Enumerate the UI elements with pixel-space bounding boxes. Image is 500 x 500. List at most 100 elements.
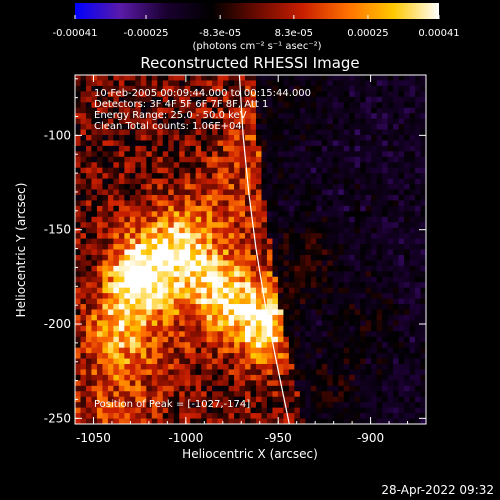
- heatmap-cell: [327, 178, 334, 185]
- heatmap-cell: [75, 85, 82, 92]
- heatmap-cell: [129, 402, 136, 409]
- heatmap-cell: [157, 200, 164, 207]
- heatmap-cell: [305, 96, 312, 103]
- heatmap-cell: [239, 298, 246, 305]
- heatmap-cell: [157, 222, 164, 229]
- heatmap-cell: [272, 249, 279, 256]
- heatmap-cell: [228, 167, 235, 174]
- heatmap-cell: [113, 331, 120, 338]
- heatmap-cell: [151, 162, 158, 169]
- heatmap-cell: [102, 211, 109, 218]
- heatmap-cell: [212, 249, 219, 256]
- heatmap-cell: [382, 402, 389, 409]
- heatmap-cell: [75, 244, 82, 251]
- heatmap-cell: [316, 320, 323, 327]
- heatmap-cell: [107, 249, 114, 256]
- heatmap-cell: [201, 129, 208, 136]
- heatmap-cell: [162, 413, 169, 420]
- heatmap-cell: [146, 271, 153, 278]
- heatmap-cell: [255, 211, 263, 218]
- heatmap-cell: [310, 178, 317, 185]
- heatmap-cell: [393, 364, 400, 371]
- heatmap-cell: [151, 173, 158, 180]
- heatmap-cell: [332, 418, 339, 424]
- heatmap-cell: [190, 364, 197, 371]
- heatmap-cell: [376, 91, 383, 98]
- heatmap-cell: [299, 222, 306, 229]
- heatmap-cell: [190, 140, 197, 147]
- heatmap-cell: [288, 173, 295, 180]
- heatmap-cell: [354, 102, 361, 109]
- heatmap-cell: [250, 364, 257, 371]
- heatmap-cell: [201, 189, 208, 196]
- heatmap-cell: [387, 85, 394, 92]
- heatmap-cell: [91, 222, 98, 229]
- heatmap-cell: [151, 374, 158, 381]
- heatmap-cell: [75, 342, 82, 349]
- heatmap-cell: [354, 336, 361, 343]
- heatmap-cell: [140, 369, 147, 376]
- heatmap-cell: [349, 331, 356, 338]
- heatmap-cell: [299, 314, 306, 321]
- heatmap-cell: [96, 353, 104, 360]
- heatmap-cell: [409, 276, 416, 283]
- heatmap-cell: [157, 134, 164, 142]
- heatmap-cell: [288, 145, 295, 152]
- heatmap-cell: [316, 293, 323, 300]
- heatmap-cell: [288, 140, 295, 147]
- heatmap-cell: [140, 293, 147, 300]
- heatmap-cell: [349, 320, 356, 327]
- heatmap-cell: [294, 282, 301, 289]
- heatmap-cell: [96, 254, 104, 261]
- heatmap-cell: [393, 91, 400, 98]
- heatmap-cell: [96, 216, 104, 223]
- heatmap-cell: [206, 254, 213, 261]
- heatmap-cell: [415, 331, 422, 338]
- heatmap-cell: [327, 200, 334, 207]
- heatmap-cell: [129, 347, 136, 354]
- heatmap-cell: [398, 402, 405, 409]
- heatmap-cell: [173, 129, 180, 136]
- heatmap-cell: [420, 287, 426, 294]
- heatmap-cell: [124, 347, 131, 354]
- heatmap-cell: [299, 249, 306, 256]
- heatmap-cell: [96, 238, 104, 245]
- heatmap-cell: [272, 347, 279, 354]
- annotation-time-range: 10-Feb-2005 00:09:44.000 to 00:15:44.000: [94, 88, 311, 99]
- heatmap-cell: [140, 418, 147, 424]
- heatmap-cell: [321, 96, 328, 103]
- heatmap-cell: [360, 293, 367, 300]
- heatmap-cell: [129, 85, 136, 92]
- heatmap-cell: [365, 80, 372, 87]
- heatmap-cell: [124, 413, 131, 420]
- heatmap-cell: [305, 124, 312, 131]
- heatmap-cell: [245, 309, 252, 316]
- heatmap-cell: [349, 129, 356, 136]
- plot-frame: [74, 74, 427, 425]
- heatmap-cell: [288, 331, 295, 338]
- heatmap-cell: [113, 265, 120, 272]
- heatmap-cell: [415, 402, 422, 409]
- heatmap-cell: [206, 238, 213, 245]
- heatmap-cell: [349, 287, 356, 294]
- heatmap-cell: [398, 238, 405, 245]
- heatmap-cell: [393, 222, 400, 229]
- heatmap-cell: [321, 80, 328, 87]
- heatmap-cell: [404, 189, 411, 196]
- heatmap-cell: [250, 396, 257, 403]
- heatmap-cell: [151, 227, 158, 234]
- colorbar: [75, 3, 439, 19]
- heatmap-cell: [277, 402, 284, 409]
- heatmap-cell: [349, 309, 356, 316]
- heatmap-cell: [190, 129, 197, 136]
- heatmap-cell: [107, 314, 114, 321]
- heatmap-cell: [217, 413, 224, 420]
- heatmap-cell: [338, 91, 345, 98]
- heatmap-cell: [239, 75, 246, 82]
- heatmap-cell: [299, 145, 306, 152]
- heatmap-cell: [255, 113, 263, 120]
- heatmap-cell: [157, 314, 164, 321]
- heatmap-cell: [118, 151, 125, 158]
- heatmap-cell: [102, 358, 109, 365]
- heatmap-cell: [107, 385, 114, 392]
